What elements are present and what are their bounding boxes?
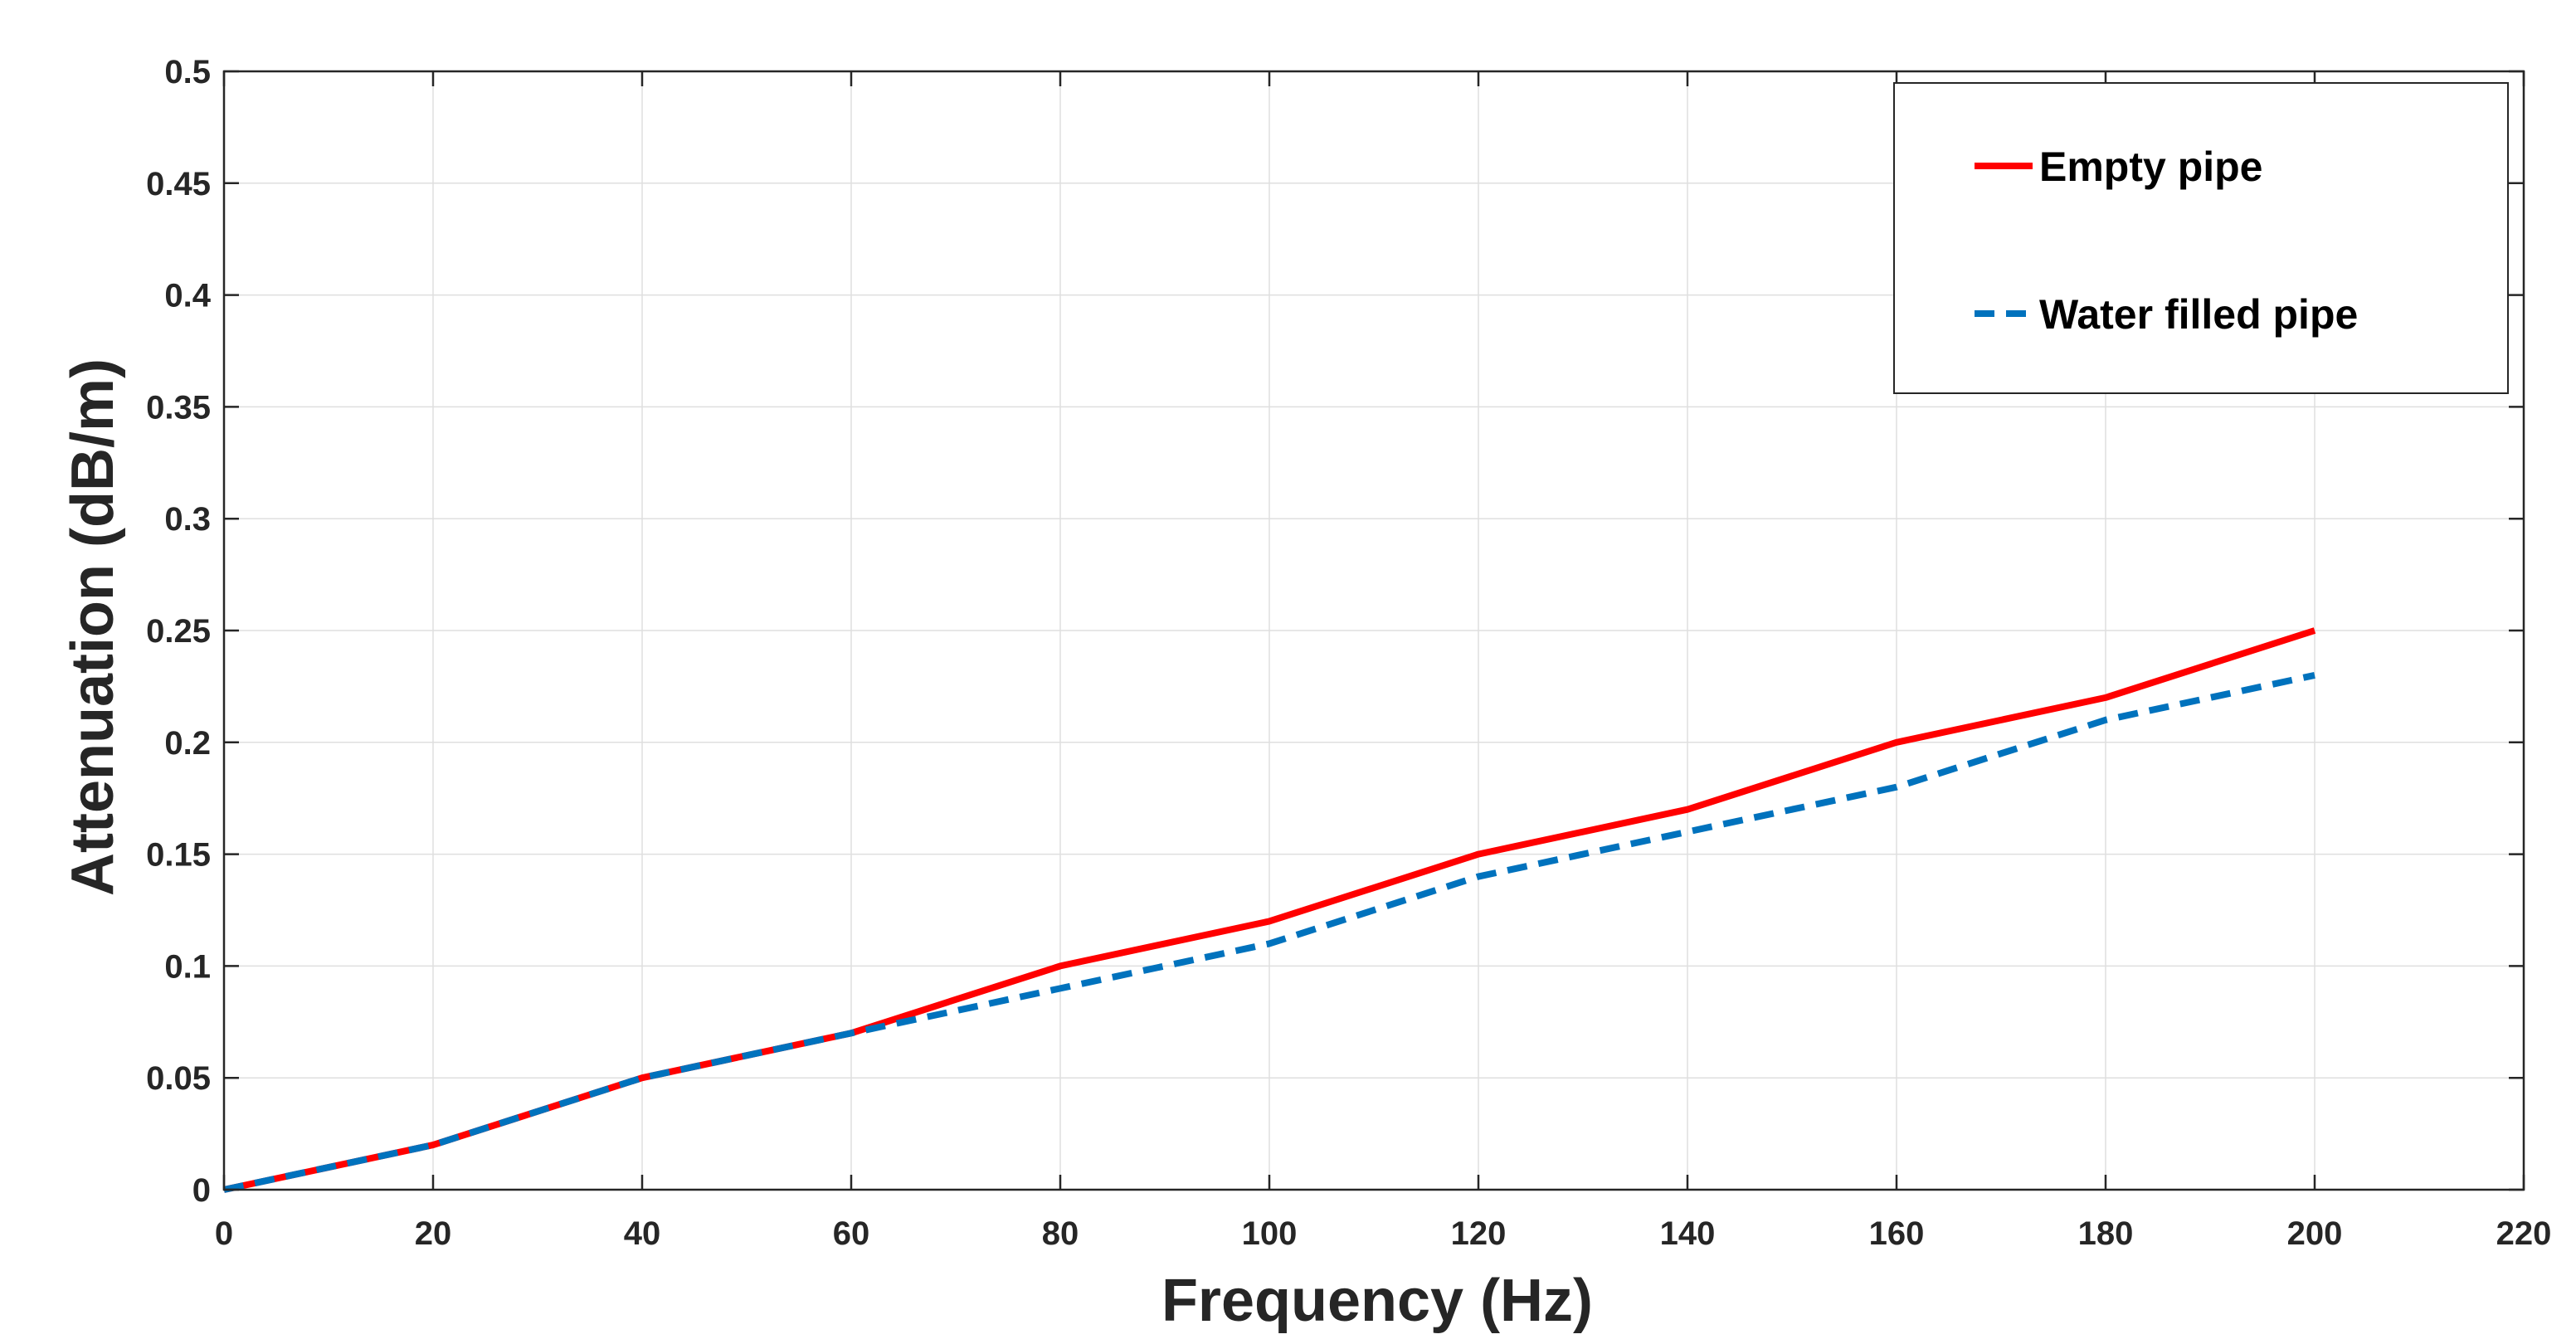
x-axis-title: Frequency (Hz) [1161, 1268, 1593, 1334]
y-tick-label: 0.4 [164, 278, 211, 314]
ticks: 0 20 40 60 80 100 120 140 160 180 200 220 0 0.05 0.1 0.… [146, 54, 2551, 1252]
x-tick-label: 160 [1869, 1215, 1925, 1252]
legend-label-empty-pipe: Empty pipe [2039, 144, 2262, 190]
legend: Empty pipe Water filled pipe [1893, 82, 2509, 394]
series-group [223, 627, 2316, 1193]
y-tick-label: 0.15 [146, 837, 211, 874]
y-tick-label: 0.1 [164, 948, 211, 985]
series-line-water-filled-pipe [223, 672, 2315, 1193]
x-tick-label: 0 [215, 1215, 233, 1252]
y-tick-label: 0.3 [164, 501, 211, 538]
x-tick-label: 140 [1660, 1215, 1716, 1252]
x-tick-label: 60 [833, 1215, 870, 1252]
legend-box [1893, 82, 2509, 394]
y-tick-label: 0.5 [164, 54, 211, 90]
y-tick-label: 0.25 [146, 613, 211, 650]
y-tick-label: 0.05 [146, 1060, 211, 1097]
x-tick-label: 180 [2078, 1215, 2134, 1252]
x-tick-label: 120 [1451, 1215, 1507, 1252]
x-tick-label: 100 [1242, 1215, 1298, 1252]
x-tick-label: 220 [2496, 1215, 2552, 1252]
y-axis-title: Attenuation (dB/m) [60, 358, 126, 896]
legend-label-water-filled-pipe: Water filled pipe [2039, 291, 2358, 338]
x-tick-label: 80 [1042, 1215, 1079, 1252]
x-tick-label: 20 [415, 1215, 452, 1252]
y-tick-label: 0 [192, 1172, 211, 1209]
y-tick-label: 0.2 [164, 725, 211, 762]
y-tick-label: 0.45 [146, 166, 211, 202]
x-tick-label: 40 [624, 1215, 661, 1252]
x-tick-label: 200 [2287, 1215, 2343, 1252]
y-tick-label: 0.35 [146, 389, 211, 426]
